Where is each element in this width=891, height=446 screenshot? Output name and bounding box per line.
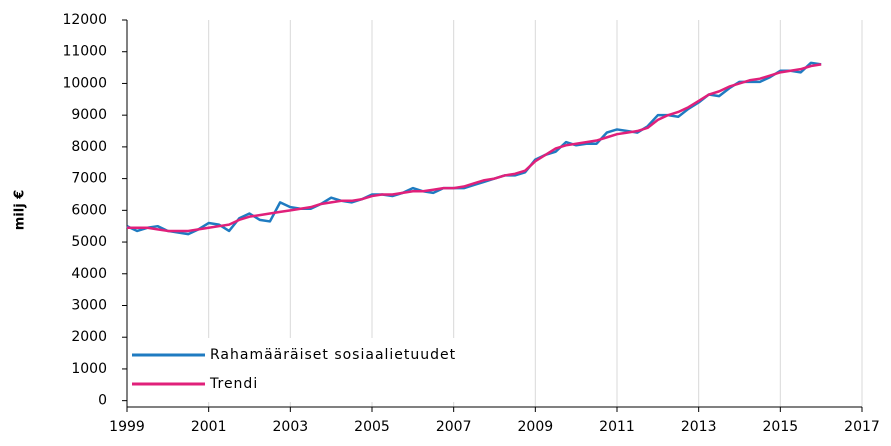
x-tick-label: 2017 [844, 419, 880, 435]
y-tick-label: 11000 [62, 44, 107, 60]
legend-box [128, 338, 503, 402]
x-tick-label: 2005 [354, 419, 390, 435]
x-tick-label: 2007 [436, 419, 472, 435]
y-tick-label: 7000 [71, 171, 107, 187]
y-tick-label: 8000 [71, 139, 107, 155]
y-tick-label: 1000 [71, 361, 107, 377]
y-tick-label: 2000 [71, 329, 107, 345]
legend-label: Trendi [209, 376, 258, 392]
y-tick-label: 9000 [71, 107, 107, 123]
series-line [126, 61, 822, 236]
series-line [127, 63, 822, 233]
y-tick-label: 4000 [71, 266, 107, 282]
x-tick-label: 2001 [191, 419, 227, 435]
legend-label: Rahamääräiset sosiaalietuudet [210, 347, 456, 363]
x-tick-label: 1999 [109, 419, 145, 435]
y-tick-label: 3000 [71, 297, 107, 313]
y-axis-label: milj € [13, 190, 28, 231]
x-tick-label: 2013 [681, 419, 717, 435]
x-tick-label: 2009 [518, 419, 554, 435]
x-tick-label: 2003 [273, 419, 309, 435]
x-tick-label: 2015 [763, 419, 799, 435]
y-tick-label: 6000 [71, 202, 107, 218]
y-tick-label: 12000 [62, 12, 107, 28]
x-tick-label: 2011 [599, 419, 635, 435]
y-tick-label: 0 [98, 393, 107, 409]
y-tick-label: 5000 [71, 234, 107, 250]
y-tick-label: 10000 [62, 75, 107, 91]
